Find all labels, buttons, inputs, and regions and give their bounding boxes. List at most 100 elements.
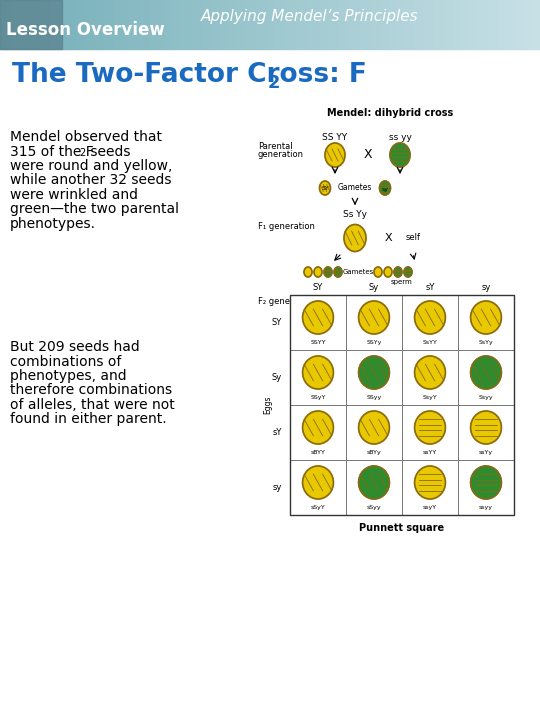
Ellipse shape (384, 267, 392, 277)
Ellipse shape (304, 267, 312, 277)
Bar (150, 0, 151, 49)
Bar (203, 0, 204, 49)
Bar (199, 0, 200, 49)
Bar (458, 405, 514, 460)
Text: Gametes: Gametes (342, 269, 374, 275)
Bar (458, 350, 514, 405)
Bar (528, 0, 529, 49)
Bar (498, 0, 499, 49)
Bar (390, 0, 391, 49)
Bar (302, 0, 303, 49)
Bar (258, 0, 259, 49)
Bar (166, 0, 167, 49)
Bar (0, 0, 62, 49)
Bar (83, 0, 84, 49)
Bar (170, 0, 171, 49)
Ellipse shape (314, 267, 322, 277)
Bar (341, 0, 342, 49)
Bar (496, 0, 497, 49)
Text: Ss Yy: Ss Yy (343, 210, 367, 219)
Bar (40, 0, 41, 49)
Bar (168, 0, 169, 49)
Bar (411, 0, 412, 49)
Bar (347, 0, 348, 49)
Bar (99, 0, 100, 49)
Bar (141, 0, 142, 49)
Bar (416, 0, 417, 49)
Bar (363, 0, 364, 49)
Bar (154, 0, 155, 49)
Bar (86, 0, 87, 49)
Bar (466, 0, 467, 49)
Bar (402, 405, 458, 460)
Bar (497, 0, 498, 49)
Ellipse shape (374, 267, 382, 277)
Text: sy: sy (381, 186, 388, 192)
Bar (485, 0, 486, 49)
Bar (508, 0, 509, 49)
Bar (473, 0, 474, 49)
Bar (143, 0, 144, 49)
Bar (188, 0, 189, 49)
Bar (119, 0, 120, 49)
Bar (375, 0, 376, 49)
Bar (402, 295, 458, 350)
Bar (56, 0, 57, 49)
Text: SY: SY (321, 186, 329, 192)
Bar (249, 0, 250, 49)
Bar (226, 0, 227, 49)
Bar (287, 0, 288, 49)
Bar (413, 0, 414, 49)
Bar (476, 0, 477, 49)
Bar (225, 0, 226, 49)
Bar (125, 0, 126, 49)
Bar (195, 0, 196, 49)
Bar (424, 0, 425, 49)
Bar (391, 0, 392, 49)
Ellipse shape (415, 466, 446, 499)
Bar (194, 0, 195, 49)
Bar (69, 0, 70, 49)
Bar (283, 0, 284, 49)
Bar (516, 0, 517, 49)
Text: ssYy: ssYy (479, 450, 493, 455)
Bar (533, 0, 534, 49)
Bar (387, 0, 388, 49)
Bar (401, 0, 402, 49)
Bar (434, 0, 435, 49)
Bar (233, 0, 234, 49)
Bar (308, 0, 309, 49)
Bar (49, 0, 50, 49)
Bar (455, 0, 456, 49)
Bar (116, 0, 117, 49)
Bar (525, 0, 526, 49)
Bar (244, 0, 245, 49)
Bar (414, 0, 415, 49)
Bar (478, 0, 479, 49)
Text: SsYy: SsYy (478, 340, 494, 345)
Bar (346, 295, 402, 350)
Text: ssyY: ssyY (423, 505, 437, 510)
Bar (92, 0, 93, 49)
Bar (425, 0, 426, 49)
Bar (334, 0, 335, 49)
Bar (328, 0, 329, 49)
Bar (275, 0, 276, 49)
Text: sy: sy (273, 483, 282, 492)
Bar (291, 0, 292, 49)
Bar (504, 0, 505, 49)
Ellipse shape (415, 356, 446, 389)
Bar (486, 0, 487, 49)
Bar (68, 0, 69, 49)
Bar (371, 0, 372, 49)
Bar (311, 0, 312, 49)
Bar (494, 0, 495, 49)
Bar (373, 0, 374, 49)
Bar (503, 0, 504, 49)
Bar (142, 0, 143, 49)
Bar (229, 0, 230, 49)
Bar (307, 0, 308, 49)
Bar (248, 0, 249, 49)
Bar (274, 0, 275, 49)
Bar (290, 295, 346, 350)
